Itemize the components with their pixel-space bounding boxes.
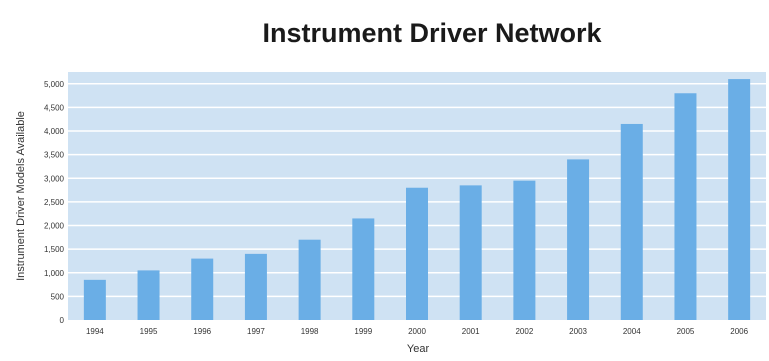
y-tick-label: 3,000 xyxy=(44,174,65,183)
x-tick-label: 1994 xyxy=(86,327,104,336)
bar-2000 xyxy=(406,187,428,320)
bar-2006 xyxy=(728,79,751,320)
y-tick-label: 500 xyxy=(51,292,65,301)
y-tick-label: 0 xyxy=(60,316,65,325)
x-tick-label: 1995 xyxy=(140,327,158,336)
x-tick-label: 2002 xyxy=(515,327,533,336)
y-tick-label: 2,000 xyxy=(44,222,65,231)
x-axis-label: Year xyxy=(407,343,430,355)
x-tick-label: 2000 xyxy=(408,327,426,336)
y-tick-label: 3,500 xyxy=(44,151,65,160)
y-axis-ticks: 0 500 1,000 1,500 2,000 2,500 3,000 3,500 4,000 4… xyxy=(44,80,65,325)
x-tick-label: 2001 xyxy=(462,327,480,336)
x-tick-label: 2003 xyxy=(569,327,587,336)
bar-2002 xyxy=(513,180,536,320)
x-tick-label: 1996 xyxy=(193,327,211,336)
y-tick-label: 1,500 xyxy=(44,245,65,254)
x-tick-label: 2004 xyxy=(623,327,641,336)
y-axis-label: Instrument Driver Models Available xyxy=(15,111,27,281)
bar-2001 xyxy=(459,185,482,320)
x-tick-label: 1998 xyxy=(301,327,319,336)
bar-1999 xyxy=(352,218,375,320)
y-tick-label: 4,000 xyxy=(44,127,65,136)
bar-1995 xyxy=(137,270,160,320)
bars xyxy=(83,79,751,320)
bar-2004 xyxy=(620,123,643,320)
chart-title: Instrument Driver Network xyxy=(262,18,602,48)
x-tick-label: 1997 xyxy=(247,327,265,336)
bar-2003 xyxy=(567,159,590,320)
x-tick-label: 1999 xyxy=(354,327,372,336)
bar-1998 xyxy=(298,239,321,320)
bar-1994 xyxy=(83,279,106,320)
bar-1996 xyxy=(191,258,214,320)
y-tick-label: 2,500 xyxy=(44,198,65,207)
y-tick-label: 1,000 xyxy=(44,269,65,278)
x-tick-label: 2006 xyxy=(730,327,748,336)
x-tick-label: 2005 xyxy=(677,327,695,336)
bar-2005 xyxy=(674,93,697,320)
y-tick-label: 4,500 xyxy=(44,103,65,112)
x-axis-ticks: 1994 1995 1996 1997 1998 1999 2000 2001 2002 2003… xyxy=(86,327,749,336)
y-tick-label: 5,000 xyxy=(44,80,65,89)
bar-1997 xyxy=(244,253,267,320)
